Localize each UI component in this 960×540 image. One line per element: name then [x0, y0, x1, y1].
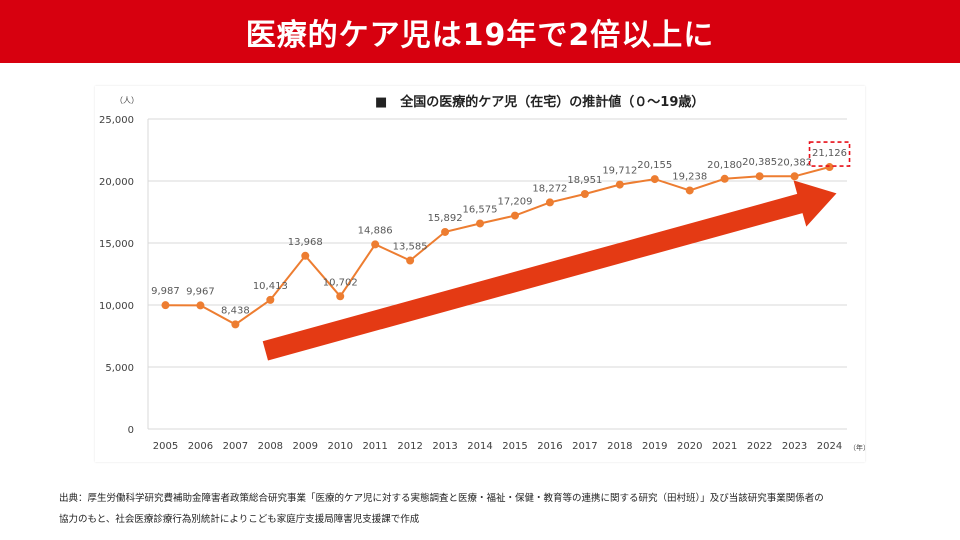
data-label: 14,886 — [358, 225, 393, 236]
data-point — [371, 240, 380, 249]
data-label: 19,712 — [602, 166, 637, 177]
x-tick-label: 2010 — [327, 441, 352, 452]
x-tick-label: 2008 — [258, 441, 283, 452]
data-point — [510, 211, 519, 220]
y-tick-label: 5,000 — [105, 363, 134, 374]
data-point — [476, 219, 485, 228]
data-label: 9,967 — [186, 286, 215, 297]
data-label: 15,892 — [428, 213, 463, 224]
chart-panel: ■ 全国の医療的ケア児（在宅）の推計値（０～19歳） 0 5,000 10,000 15… — [95, 86, 865, 462]
data-point — [755, 172, 764, 181]
data-label: 19,238 — [672, 171, 707, 182]
highlight-box — [808, 141, 851, 167]
data-label: 16,575 — [463, 204, 498, 215]
y-unit-label: （人） — [115, 96, 139, 105]
source-note: 出典：厚生労働科学研究費補助金障害者政策総合研究事業「医療的ケア児に対する実態調… — [59, 488, 939, 530]
data-point — [441, 227, 450, 236]
x-tick-label: 2024 — [817, 441, 842, 452]
data-point — [336, 292, 345, 301]
data-point — [196, 301, 205, 310]
x-tick-label: 2014 — [467, 441, 492, 452]
data-point — [790, 172, 799, 181]
title-banner: 医療的ケア児は19年で2倍以上に — [0, 0, 960, 63]
data-point — [615, 180, 624, 189]
series-line — [165, 166, 830, 326]
page-title: 医療的ケア児は19年で2倍以上に — [245, 17, 715, 53]
x-tick-label: 2023 — [782, 441, 807, 452]
data-label: 13,968 — [288, 237, 323, 248]
y-tick-label: 10,000 — [99, 301, 134, 312]
x-tick-label: 2015 — [502, 441, 527, 452]
x-tick-label: 2009 — [293, 441, 318, 452]
x-unit-label: （年） — [849, 443, 865, 452]
data-label: 10,702 — [323, 277, 358, 288]
data-label: 13,585 — [393, 242, 428, 253]
data-point — [161, 301, 170, 310]
x-tick-label: 2018 — [607, 441, 632, 452]
x-tick-label: 2021 — [712, 441, 737, 452]
data-label: 20,382 — [777, 157, 812, 168]
y-tick-label: 20,000 — [99, 177, 134, 188]
trend-arrow — [262, 180, 837, 361]
data-point — [301, 251, 310, 260]
source-line-2: 協力のもと、社会医療診療行為別統計によりこども家庭庁支援局障害児支援課で作成 — [59, 514, 420, 525]
source-line-1: 出典：厚生労働科学研究費補助金障害者政策総合研究事業「医療的ケア児に対する実態調… — [59, 493, 824, 504]
x-tick-label: 2006 — [188, 441, 213, 452]
line-chart: ■ 全国の医療的ケア児（在宅）の推計値（０～19歳） 0 5,000 10,000 15… — [99, 94, 865, 452]
x-tick-label: 2012 — [397, 441, 422, 452]
data-point — [580, 190, 589, 199]
y-tick-label: 0 — [128, 425, 134, 436]
data-label: 18,272 — [532, 183, 567, 194]
data-point — [650, 175, 659, 184]
data-label: 20,385 — [742, 157, 777, 168]
x-tick-label: 2013 — [432, 441, 457, 452]
x-tick-label: 2016 — [537, 441, 562, 452]
data-point — [266, 295, 275, 304]
data-point — [720, 174, 729, 183]
data-label: 9,987 — [151, 286, 180, 297]
data-point — [231, 320, 240, 329]
data-label: 20,180 — [707, 160, 742, 171]
chart-title: ■ 全国の医療的ケア児（在宅）の推計値（０～19歳） — [375, 94, 704, 110]
x-tick-label: 2022 — [747, 441, 772, 452]
data-label: 21,126 — [812, 148, 847, 159]
data-label: 17,209 — [497, 197, 532, 208]
x-tick-label: 2011 — [362, 441, 387, 452]
x-tick-label: 2017 — [572, 441, 597, 452]
x-tick-label: 2020 — [677, 441, 702, 452]
data-label: 10,413 — [253, 281, 288, 292]
data-label: 20,155 — [637, 160, 672, 171]
x-tick-label: 2007 — [223, 441, 248, 452]
data-label: 18,951 — [567, 175, 602, 186]
x-tick-label: 2005 — [153, 441, 178, 452]
y-tick-label: 15,000 — [99, 239, 134, 250]
data-label: 8,438 — [221, 305, 250, 316]
data-point — [825, 163, 834, 172]
data-point — [685, 186, 694, 195]
y-tick-label: 25,000 — [99, 115, 134, 126]
x-tick-label: 2019 — [642, 441, 667, 452]
data-point — [545, 198, 554, 207]
data-point — [406, 256, 415, 265]
